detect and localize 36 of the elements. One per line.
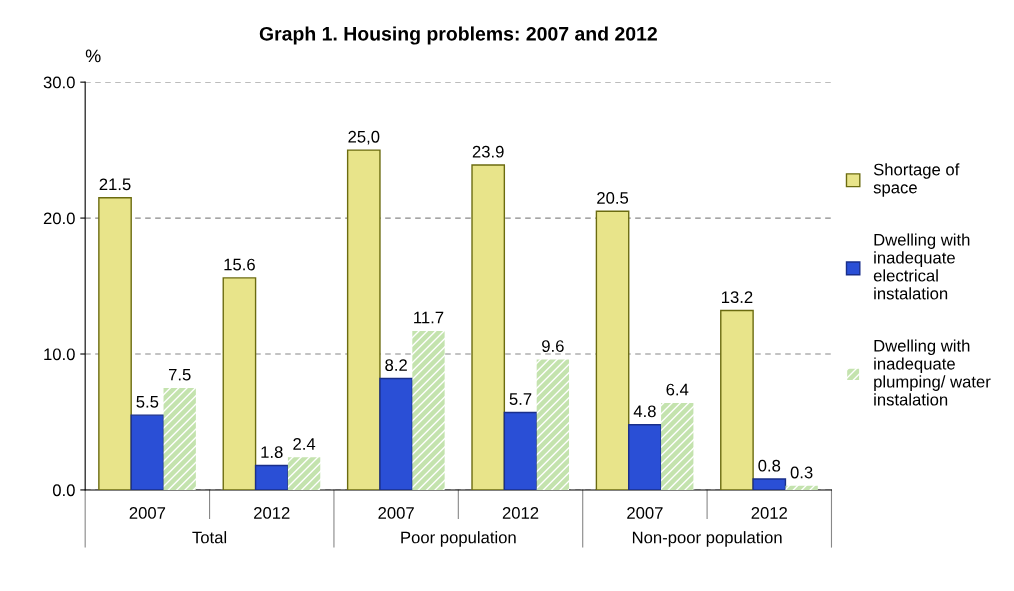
y-tick-label: 0.0 [52, 484, 75, 497]
legend-label: Dwelling with inadequate electrical instalation [873, 233, 970, 300]
legend-label: Shortage of space [873, 163, 960, 197]
x-tick-label: 2012 [751, 507, 787, 519]
data-label: 8.2 [385, 359, 407, 372]
data-label: 25,0 [348, 130, 380, 145]
data-label: 0.3 [790, 466, 813, 479]
legend-label: Dwelling with inadequate plumping/ water instalation [874, 339, 991, 406]
x-tick-label: 2007 [129, 507, 166, 519]
x-tick-label: 2007 [627, 507, 663, 519]
data-label: 13.2 [722, 291, 753, 304]
data-label: 15.6 [224, 258, 255, 271]
x-tick-label: 2012 [254, 507, 290, 519]
data-label: 2.4 [293, 438, 316, 450]
data-label: 5.5 [136, 396, 159, 408]
data-label: 21.5 [99, 178, 131, 191]
chart-title: Graph 1. Housing problems: 2007 and 2012 [259, 26, 657, 45]
data-label: 5.7 [509, 393, 532, 405]
data-label: 1.8 [261, 446, 283, 459]
data-label: 7.5 [168, 368, 191, 381]
text: Poor population [401, 531, 516, 547]
text: Total [192, 531, 227, 544]
y-axis-title: % [85, 49, 101, 63]
y-tick-label: 20.0 [43, 212, 75, 225]
x-tick-label: 2007 [378, 507, 414, 519]
y-tick-label: 30.0 [43, 76, 75, 89]
data-label: 11.7 [414, 311, 444, 324]
data-label: 23.9 [472, 145, 504, 158]
data-label: 9.6 [542, 340, 564, 352]
x-tick-label: 2012 [502, 507, 539, 519]
y-tick-label: 10.0 [44, 348, 75, 361]
data-label: 20.5 [597, 192, 629, 204]
data-label: 4.8 [633, 405, 656, 418]
data-label: 0.8 [758, 459, 781, 472]
data-label: 6.4 [666, 383, 689, 396]
text: Non-poor population [632, 531, 782, 547]
